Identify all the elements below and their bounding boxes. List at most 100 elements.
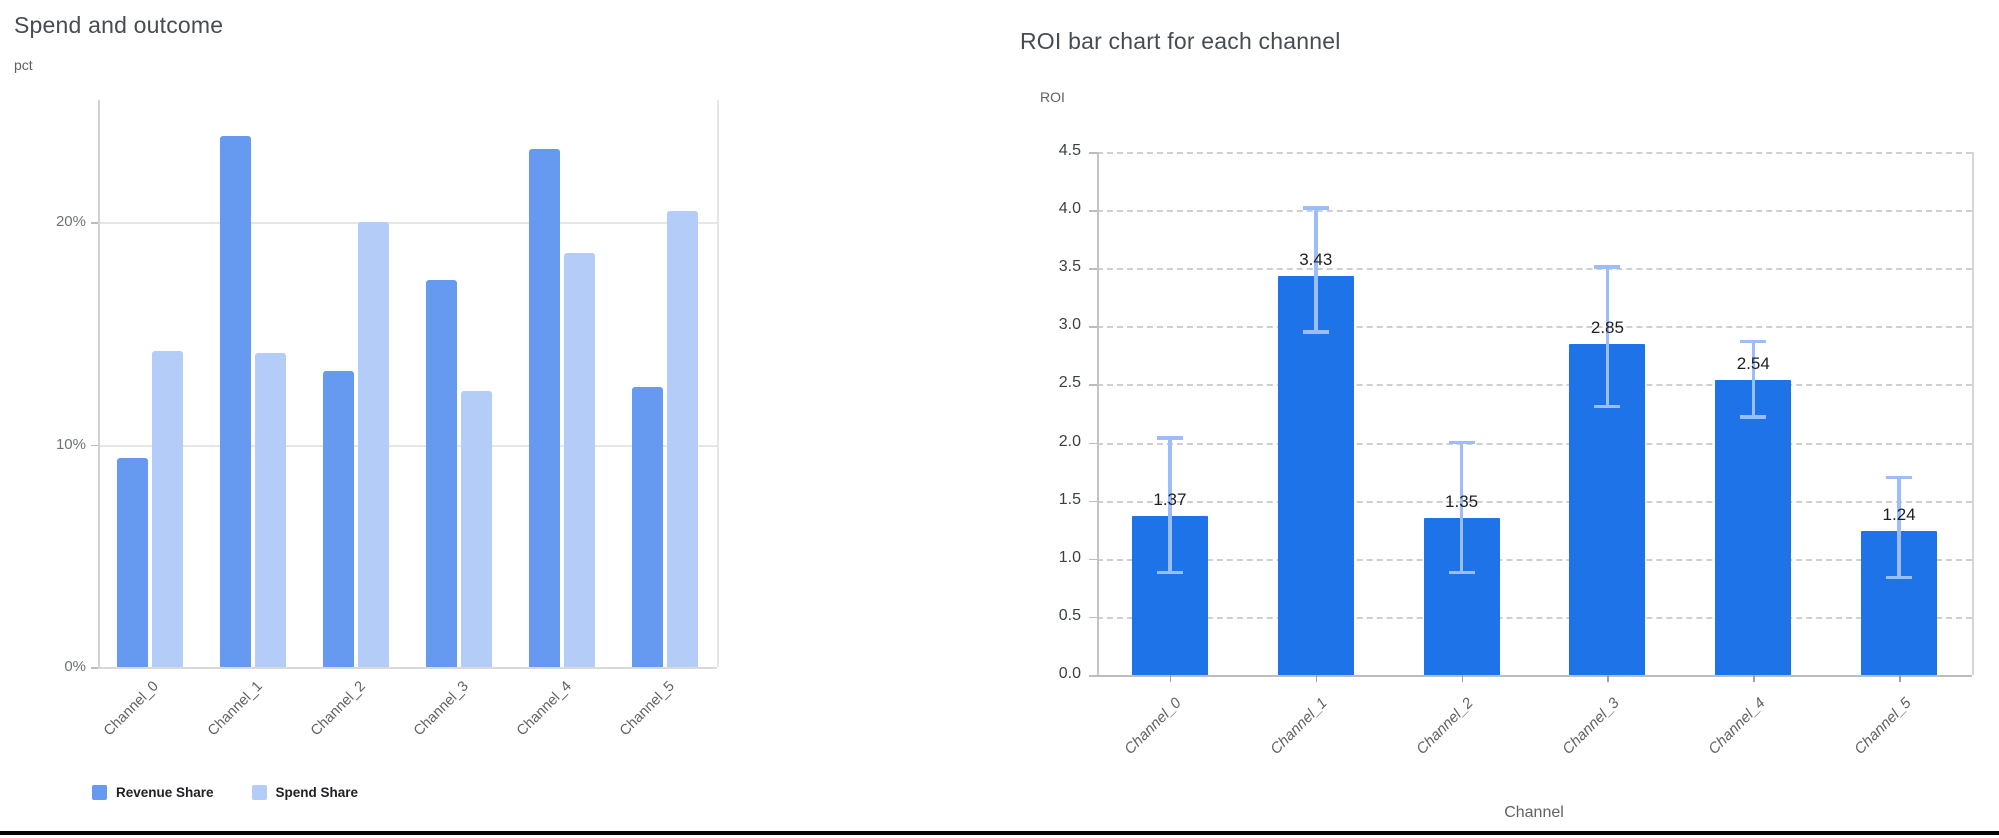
y-tick-mark <box>1089 500 1097 503</box>
bar-revenue-share <box>322 371 354 667</box>
x-tick-label: Channel_1 <box>1267 694 1331 758</box>
spend-outcome-legend: Revenue Share Spend Share <box>92 785 358 800</box>
y-tick-mark <box>1089 210 1097 212</box>
x-tick-mark <box>1899 675 1901 682</box>
error-bar-cap-bottom <box>1448 570 1475 575</box>
y-tick-mark <box>1089 152 1097 154</box>
y-tick-label: 20% <box>55 213 86 231</box>
spend-share-swatch <box>251 785 267 800</box>
grid-line <box>1097 442 1972 445</box>
bar-spend-share <box>357 222 389 667</box>
y-tick-mark <box>91 444 98 447</box>
y-tick-label: 1.0 <box>1058 548 1081 566</box>
error-bar-cap-bottom <box>1156 570 1183 575</box>
error-bar-cap-top <box>1302 206 1329 210</box>
x-tick-label: Channel_2 <box>307 678 369 740</box>
y-tick-mark <box>1089 268 1097 270</box>
y-tick-mark <box>1089 442 1097 445</box>
spend-share-label: Spend Share <box>275 785 359 800</box>
x-tick-mark <box>1315 675 1318 682</box>
grid-line <box>1097 210 1972 213</box>
y-tick-mark <box>1089 384 1097 386</box>
x-tick-label: Channel_2 <box>1413 694 1477 758</box>
bar-revenue-share <box>529 148 561 667</box>
x-tick-label: Channel_5 <box>1850 694 1915 758</box>
bar-value-label: 2.85 <box>1590 317 1624 337</box>
y-tick-label: 3.5 <box>1058 258 1081 276</box>
y-tick-label: 2.0 <box>1058 432 1081 450</box>
bar-value-label: 1.24 <box>1882 504 1916 524</box>
y-axis-line <box>1097 152 1099 675</box>
y-tick-label: 4.0 <box>1058 200 1081 218</box>
y-tick-label: 0.0 <box>1058 665 1081 682</box>
roi-x-axis-title: Channel <box>1504 804 1564 821</box>
y-axis-line <box>98 100 100 667</box>
error-bar-cap-top <box>1594 265 1621 269</box>
grid-line <box>1097 326 1972 329</box>
roi-plot-area <box>1097 152 1972 675</box>
error-bar-cap-top <box>1740 339 1767 344</box>
plot-right-border <box>1972 152 1974 675</box>
error-bar-cap-bottom <box>1302 330 1329 334</box>
x-tick-mark <box>1169 675 1172 682</box>
roi-y-axis-unit: ROI <box>1040 89 1065 105</box>
x-tick-label: Channel_1 <box>204 678 266 740</box>
spend-outcome-plot-area <box>98 100 717 667</box>
x-tick-label: Channel_0 <box>101 678 163 740</box>
grid-line <box>1097 558 1972 561</box>
bar-spend-share <box>151 351 183 667</box>
error-bar-stem <box>1168 437 1172 573</box>
x-axis-line <box>1097 675 1972 677</box>
x-tick-label: Channel_3 <box>1559 694 1623 758</box>
x-tick-mark <box>1607 675 1609 682</box>
x-tick-label: Channel_0 <box>1121 694 1185 758</box>
error-bar-cap-bottom <box>1594 404 1621 409</box>
error-bar-cap-bottom <box>1740 415 1767 419</box>
error-bar-cap-bottom <box>1886 575 1913 580</box>
bar-value-label: 2.54 <box>1736 353 1770 373</box>
bar-revenue-share <box>116 457 148 667</box>
revenue-share-label: Revenue Share <box>116 785 214 800</box>
bar-revenue-share <box>632 386 664 667</box>
bottom-divider <box>0 831 1999 835</box>
y-tick-mark <box>91 667 98 669</box>
error-bar-stem <box>1605 267 1610 407</box>
y-tick-mark <box>1089 326 1097 328</box>
y-tick-mark <box>1089 675 1097 677</box>
plot-right-border <box>717 100 719 667</box>
legend-entry-revenue-share: Revenue Share <box>92 785 214 800</box>
bar-revenue-share <box>426 280 458 667</box>
spend-outcome-title: Spend and outcome <box>14 12 224 38</box>
bar-spend-share <box>461 391 493 667</box>
roi-bar <box>1715 379 1792 675</box>
x-tick-label: Channel_4 <box>513 678 575 740</box>
x-tick-label: Channel_3 <box>410 678 472 740</box>
bar-spend-share <box>564 253 596 667</box>
x-tick-label: Channel_5 <box>617 678 679 740</box>
y-tick-mark <box>91 222 98 224</box>
error-bar-stem <box>1314 207 1318 333</box>
grid-line <box>98 444 717 447</box>
x-axis-line <box>98 667 717 669</box>
error-bar-stem <box>1459 442 1464 573</box>
y-tick-label: 1.5 <box>1058 490 1081 508</box>
grid-line <box>1097 500 1972 503</box>
bar-spend-share <box>254 353 286 667</box>
bar-spend-share <box>667 211 699 667</box>
y-tick-mark <box>1089 558 1097 561</box>
y-tick-label: 0.5 <box>1058 606 1081 624</box>
error-bar-stem <box>1751 341 1755 417</box>
legend-entry-spend-share: Spend Share <box>251 785 359 800</box>
y-tick-mark <box>1089 616 1097 619</box>
y-tick-label: 3.0 <box>1058 316 1081 334</box>
y-tick-label: 4.5 <box>1058 142 1081 159</box>
error-bar-cap-top <box>1448 440 1475 445</box>
x-tick-label: Channel_4 <box>1704 694 1769 758</box>
error-bar-cap-top <box>1156 436 1183 440</box>
error-bar-stem <box>1897 477 1901 578</box>
grid-line <box>1097 384 1972 387</box>
bar-value-label: 3.43 <box>1299 250 1333 270</box>
y-tick-label: 0% <box>64 658 86 675</box>
y-tick-label: 10% <box>55 435 86 453</box>
y-tick-label: 2.5 <box>1058 374 1081 392</box>
